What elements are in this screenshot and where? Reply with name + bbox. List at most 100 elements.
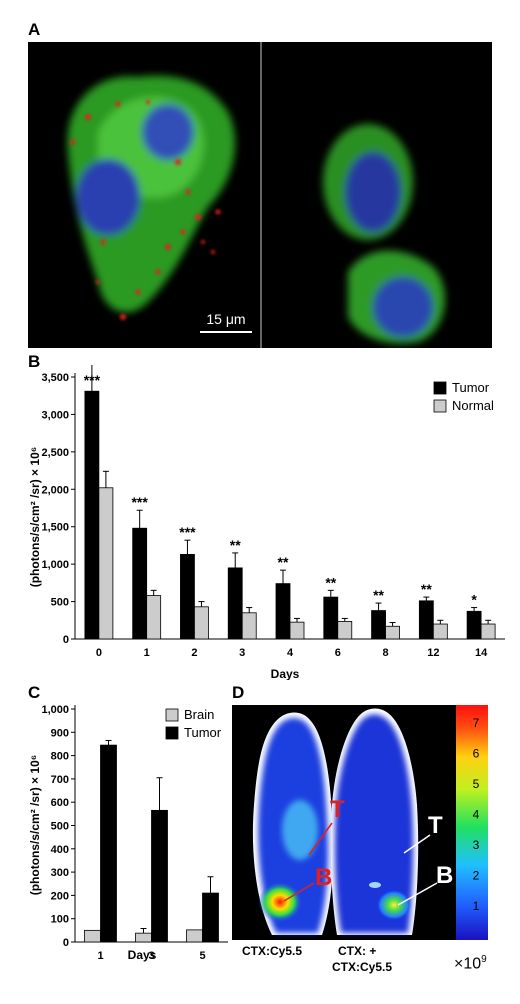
brain-marker-right: B — [436, 862, 453, 889]
panel-d-imaging: T B T B 7 6 5 4 3 2 1 — [232, 705, 488, 940]
colorbar-tick-label: 6 — [473, 747, 480, 761]
bar-normal — [337, 621, 353, 640]
panel-c-label: C — [28, 683, 41, 702]
y-tick-label: 1,000 — [41, 704, 69, 716]
panel-d-label: D — [232, 683, 245, 702]
x-tick-label: 1 — [97, 950, 103, 962]
bar-tumor — [100, 744, 117, 943]
y-tick-label: 3,500 — [41, 372, 69, 384]
legend-swatch-tumor — [165, 726, 179, 740]
colorbar-tick-label: 2 — [473, 869, 480, 883]
x-tick-label: 3 — [148, 950, 154, 962]
bar-tumor — [466, 610, 482, 640]
y-tick-label: 3,000 — [41, 409, 69, 421]
bar-normal — [194, 606, 209, 640]
c-y-axis-label: (photons/s/cm² /sr) × 10⁶ — [28, 755, 42, 896]
x-tick-label: 5 — [199, 950, 205, 962]
y-tick-label: 0 — [63, 937, 69, 949]
y-tick-label: 400 — [51, 844, 69, 856]
x-tick-label: 14 — [475, 647, 488, 659]
b-x-axis-label: Days — [271, 667, 300, 680]
colorbar-tick-label: 7 — [473, 716, 480, 730]
panel-a-microscopy: 15 μm — [28, 42, 492, 348]
brain-marker-left: B — [315, 864, 332, 891]
b-y-axis-label: (photons/s/cm² /sr) × 10⁶ — [28, 447, 42, 588]
y-tick-label: 2,500 — [41, 447, 69, 459]
y-tick-label: 500 — [51, 597, 69, 609]
y-tick-label: 500 — [51, 821, 69, 833]
y-tick-label: 2,000 — [41, 484, 69, 496]
legend-label-tumor: Tumor — [184, 725, 222, 740]
y-tick-label: 300 — [51, 867, 69, 879]
bar-normal — [385, 625, 400, 640]
bar-tumor — [418, 600, 434, 640]
bar-tumor — [202, 892, 219, 943]
y-tick-label: 1,000 — [41, 559, 69, 571]
significance-marker: ** — [325, 574, 336, 590]
bar-brain — [186, 929, 203, 943]
bar-normal — [241, 612, 257, 640]
bar-tumor — [371, 610, 386, 640]
bar-tumor — [132, 527, 148, 640]
significance-marker: ** — [278, 554, 289, 570]
legend-label-tumor: Tumor — [452, 380, 490, 395]
left-cell-cluster — [67, 75, 236, 313]
y-tick-label: 100 — [51, 914, 69, 926]
x-tick-label: 8 — [382, 647, 388, 659]
y-tick-label: 0 — [63, 634, 69, 646]
significance-marker: * — [471, 592, 477, 608]
significance-marker: ** — [373, 587, 384, 603]
x-tick-label: 1 — [144, 647, 150, 659]
significance-marker: *** — [131, 494, 148, 510]
bar-tumor — [180, 554, 195, 640]
bar-tumor — [323, 596, 339, 640]
left-mouse-caption: CTX:Cy5.5 — [242, 944, 303, 958]
x-tick-label: 0 — [96, 647, 102, 659]
red-puncta — [70, 100, 221, 320]
bar-normal — [432, 623, 448, 640]
panel-b-chart: (photons/s/cm² /sr) × 10⁶ Days 0 500 1,000… — [28, 365, 505, 680]
bar-tumor — [275, 583, 291, 640]
x-tick-label: 12 — [427, 647, 439, 659]
significance-marker: *** — [84, 372, 101, 388]
legend-swatch-brain — [165, 708, 179, 722]
right-mouse-caption-line1: CTX: + — [338, 944, 377, 958]
x-tick-label: 6 — [335, 647, 341, 659]
c-x-axis-label: Days — [128, 948, 157, 962]
bar-normal — [146, 595, 162, 640]
colorbar-unit: ×109 — [454, 954, 487, 973]
y-tick-label: 800 — [51, 751, 69, 763]
y-tick-label: 1,500 — [41, 522, 69, 534]
microscopy-image: 15 μm — [28, 42, 492, 348]
y-tick-label: 700 — [51, 774, 69, 786]
bar-normal — [289, 621, 305, 640]
bar-tumor — [151, 809, 168, 943]
colorbar-tick-label: 4 — [473, 808, 480, 822]
colorbar-tick-label: 1 — [473, 899, 480, 913]
bar-tumor — [84, 390, 100, 640]
right-cells — [323, 124, 445, 344]
colorbar-tick-label: 3 — [473, 838, 480, 852]
bar-brain — [84, 929, 101, 943]
colorbar — [456, 705, 488, 940]
legend-swatch-tumor — [433, 381, 447, 395]
significance-marker: *** — [179, 524, 196, 540]
y-tick-label: 900 — [51, 727, 69, 739]
y-tick-label: 200 — [51, 890, 69, 902]
panel-a-label: A — [28, 20, 41, 39]
x-tick-label: 2 — [191, 647, 197, 659]
x-tick-label: 3 — [239, 647, 245, 659]
mouse-imaging: T B T B 7 6 5 4 3 2 1 — [232, 705, 488, 940]
panel-c-chart: (photons/s/cm² /sr) × 10⁶ Days 0 100 200 30… — [28, 704, 228, 962]
legend-swatch-normal — [433, 399, 447, 413]
y-tick-label: 600 — [51, 797, 69, 809]
bar-normal — [98, 487, 114, 640]
x-tick-label: 4 — [287, 647, 294, 659]
significance-marker: ** — [230, 537, 241, 553]
legend-label-normal: Normal — [452, 398, 494, 413]
scale-bar-label: 15 μm — [206, 311, 245, 327]
tumor-marker-right: T — [428, 812, 443, 839]
colorbar-tick-label: 5 — [473, 777, 480, 791]
tumor-marker-left: T — [330, 796, 345, 823]
bar-brain — [135, 932, 152, 943]
